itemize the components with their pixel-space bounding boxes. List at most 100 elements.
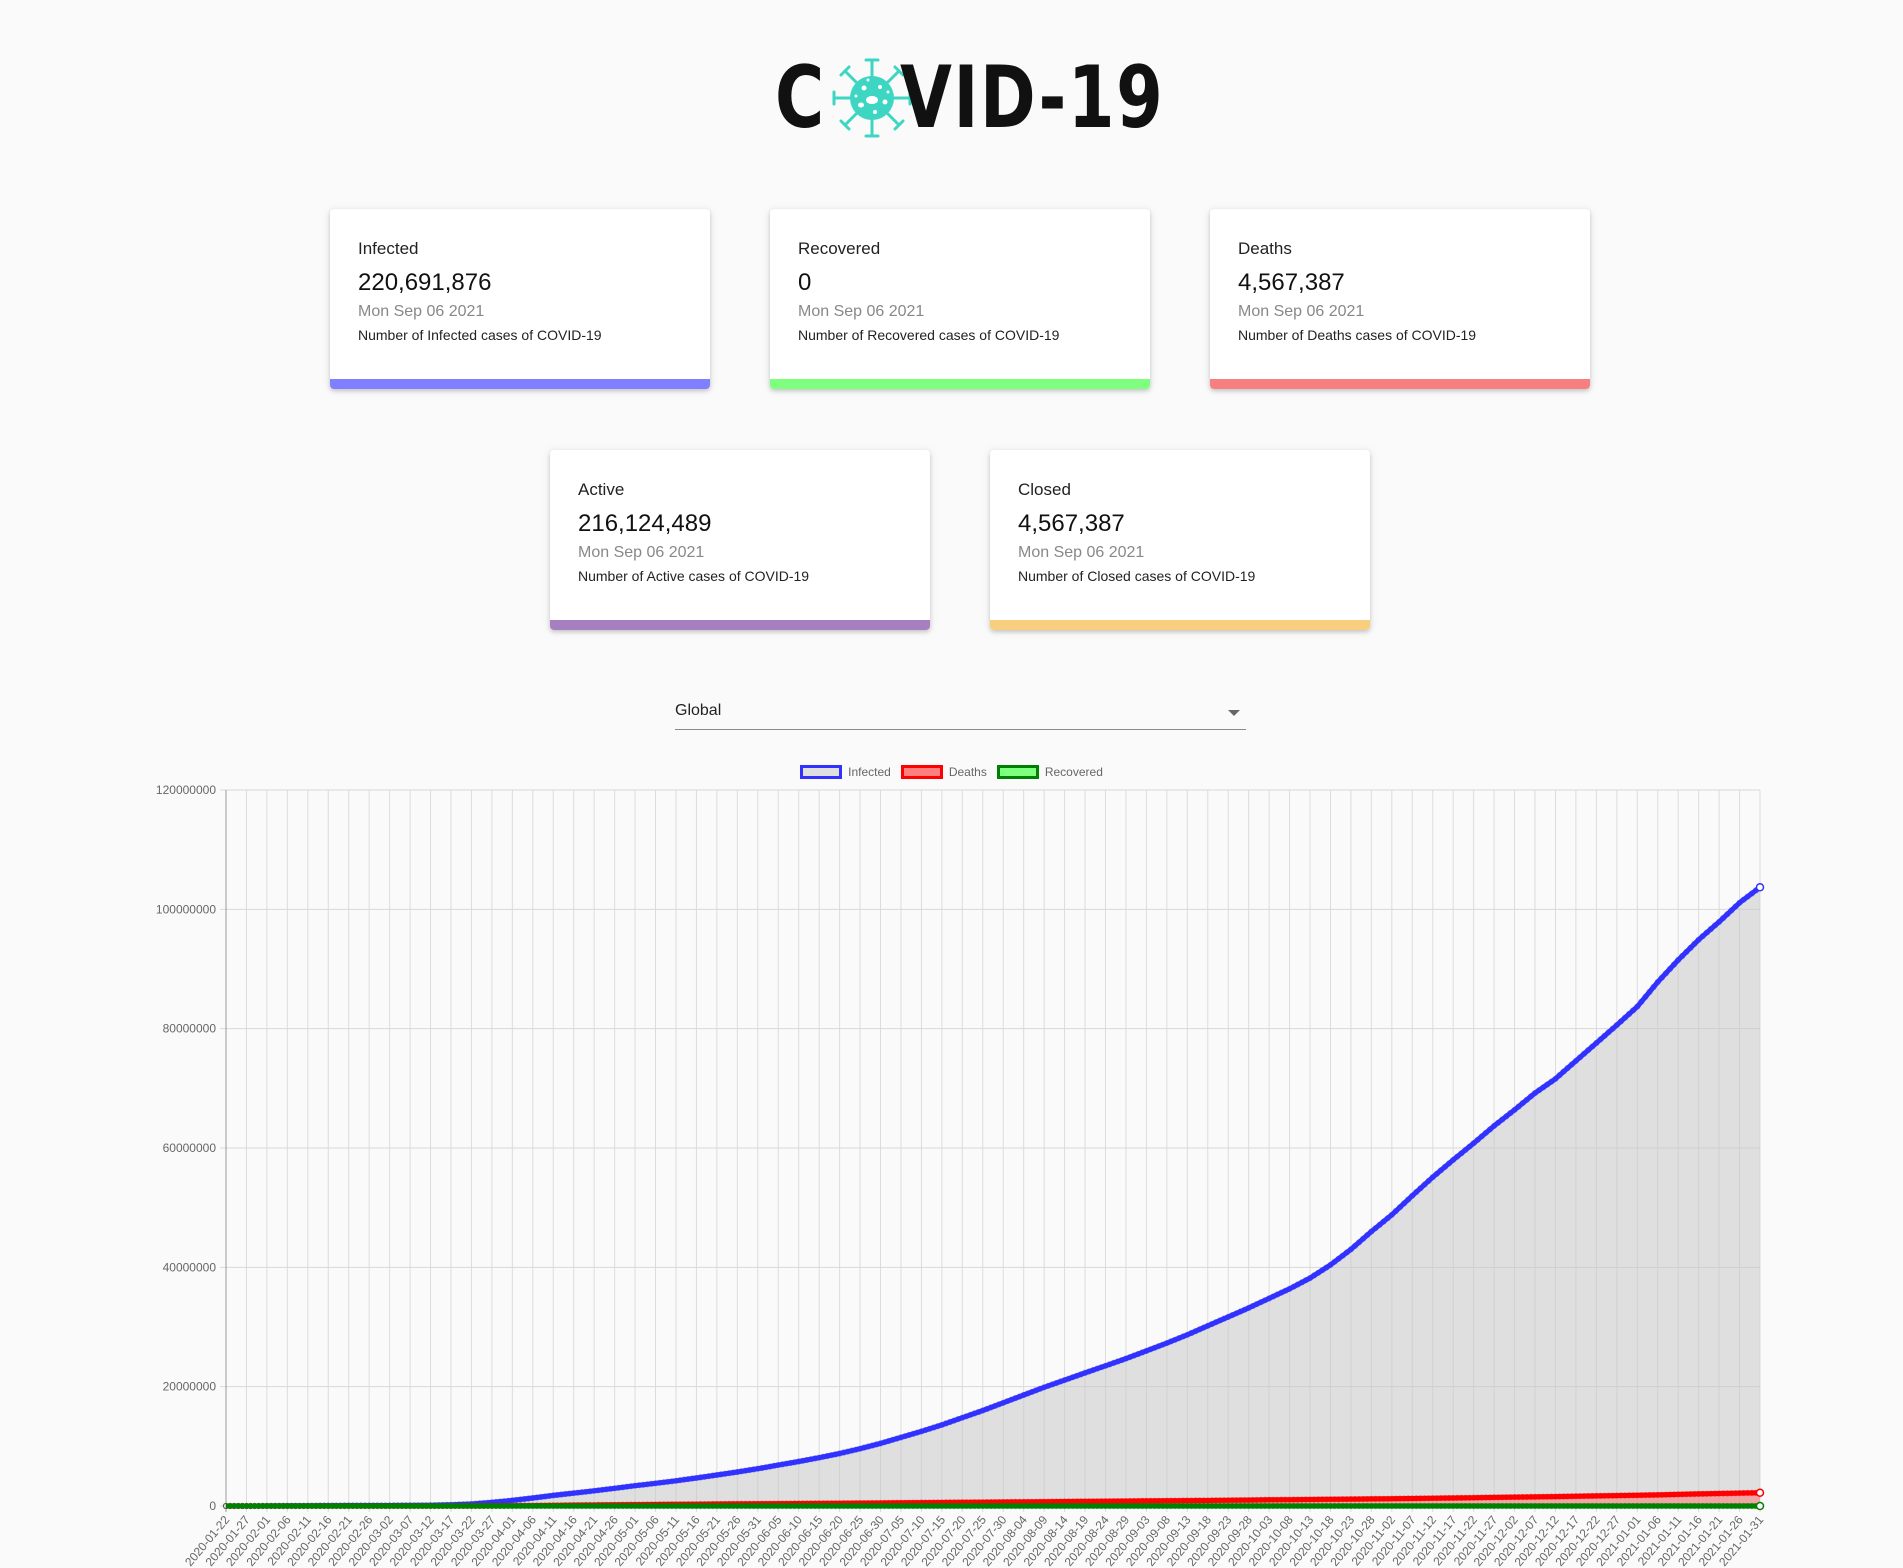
data-point [1703,1502,1710,1510]
app-logo: C [775,55,1239,141]
data-point [1679,1502,1686,1510]
data-point [1568,1493,1575,1500]
data-point [1556,1502,1563,1510]
data-point [664,1502,671,1510]
data-point [861,1444,868,1451]
data-point [914,1502,921,1510]
data-point [1486,1502,1494,1510]
data-point [1413,1188,1420,1196]
data-point [284,1502,291,1510]
data-point [1634,1502,1641,1510]
data-point [660,1479,667,1486]
data-point [227,1502,234,1510]
data-point [1163,1502,1171,1510]
data-point [1601,1032,1608,1039]
y-tick-label: 120000000 [156,783,216,797]
data-point [1666,965,1674,972]
y-tick-label: 100000000 [156,902,216,916]
data-point [1155,1343,1162,1350]
data-point [1364,1232,1371,1239]
data-point [1167,1338,1175,1345]
data-point [550,1502,557,1510]
card-recovered: Recovered 0 Mon Sep 06 2021 Number of Re… [770,209,1150,389]
series-area-deaths [226,1492,1760,1506]
data-point [1671,961,1678,968]
data-point [1630,1492,1637,1499]
data-point [1016,1393,1023,1400]
data-point [652,1480,659,1487]
data-point [1540,1084,1547,1091]
data-point [713,1502,721,1510]
data-point [1523,1502,1530,1510]
data-point [1470,1494,1477,1501]
data-point [296,1502,303,1510]
data-point [1691,940,1698,947]
country-select[interactable]: Global [675,694,1246,730]
data-point [1311,1502,1318,1510]
data-point [1384,1215,1391,1222]
data-point [1315,1502,1322,1510]
data-point [1102,1502,1109,1510]
data-point [1454,1153,1461,1160]
data-point [267,1502,275,1510]
data-point [1626,1492,1633,1499]
data-point [738,1502,745,1510]
data-point [562,1490,569,1498]
data-point [497,1502,504,1510]
data-point [762,1464,770,1471]
data-point [1576,1493,1584,1500]
legend-item-deaths[interactable]: Deaths [900,765,987,779]
data-point [460,1502,467,1510]
data-point [566,1502,573,1510]
legend-item-recovered[interactable]: Recovered [996,765,1103,779]
data-point [1425,1495,1432,1502]
card-value: 216,124,489 [578,510,712,537]
data-point [1581,1050,1588,1057]
data-point [1728,907,1735,914]
data-point [640,1481,647,1488]
data-point [1429,1174,1436,1181]
data-point [840,1502,847,1510]
legend-label: Infected [848,765,891,779]
data-point [1454,1502,1461,1510]
data-point [1274,1496,1281,1503]
data-point [1495,1502,1502,1510]
card-date: Mon Sep 06 2021 [798,303,925,320]
data-point [746,1466,753,1474]
data-point [1339,1252,1346,1259]
data-point [1544,1081,1551,1088]
data-point [869,1502,876,1510]
data-point [1621,1502,1629,1510]
data-point [1666,1502,1674,1510]
data-point [1347,1246,1355,1253]
data-point [1331,1502,1338,1510]
data-point [861,1502,868,1510]
card-accent-bar [770,379,1150,389]
data-point [1621,1492,1629,1499]
data-point [775,1502,782,1510]
series-area-infected [226,887,1760,1506]
data-point [934,1423,941,1430]
data-point [1491,1494,1498,1501]
legend-swatch [900,765,943,779]
data-point [1282,1502,1289,1510]
y-tick-label: 0 [209,1499,216,1513]
data-point [930,1502,937,1510]
data-point [1630,1502,1637,1510]
data-point [1617,1502,1625,1510]
data-point [951,1417,958,1424]
data-point [852,1502,860,1510]
data-point [1564,1493,1571,1500]
data-point [247,1502,254,1510]
data-point [1298,1496,1305,1503]
data-point [1662,1491,1670,1498]
data-point [1716,1502,1723,1510]
legend-item-infected[interactable]: Infected [800,765,891,779]
data-point [1724,1502,1731,1510]
data-point [1073,1372,1081,1379]
data-point [1744,1502,1751,1510]
data-point [906,1502,913,1510]
card-description: Number of Recovered cases of COVID-19 [798,327,1060,343]
data-point [1143,1502,1150,1510]
data-point [1401,1502,1408,1510]
